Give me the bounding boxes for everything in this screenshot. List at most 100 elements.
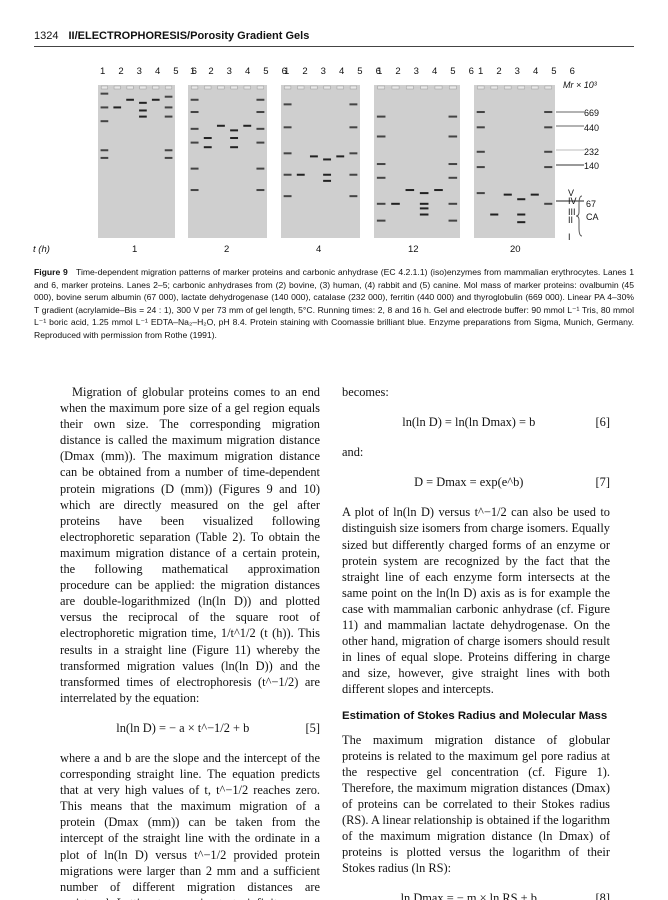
equation-number: [8]: [595, 891, 610, 900]
protein-band: [391, 202, 400, 205]
gel-well: [152, 85, 160, 90]
gel-well: [377, 85, 386, 90]
ca-label: CA: [586, 212, 599, 222]
lane-numbers: 1 2 3 4 5 6: [377, 66, 480, 77]
protein-band: [283, 152, 292, 155]
protein-band: [256, 141, 265, 144]
gel-well: [165, 85, 173, 90]
protein-band: [544, 166, 553, 169]
caption-text: Time-dependent migration patterns of mar…: [34, 267, 634, 340]
protein-band: [349, 173, 358, 176]
gel-well: [217, 85, 225, 90]
header-rule: [34, 46, 634, 47]
lane-numbers: 1 2 3 4 5 6: [190, 66, 293, 77]
protein-band: [203, 137, 212, 140]
lane-numbers: 1 2 3 4 5 6: [478, 66, 581, 77]
right-column: becomes: ln(ln D) = ln(ln Dmax) = b [6] a…: [342, 384, 610, 900]
mr-marker-label: 669: [584, 108, 600, 118]
protein-band: [544, 202, 553, 205]
figure-caption: Figure 9 Time-dependent migration patter…: [34, 266, 634, 342]
isoenzyme-label: II: [568, 215, 574, 225]
protein-band: [476, 166, 485, 169]
paragraph: becomes:: [342, 385, 389, 399]
protein-band: [164, 156, 173, 159]
gel-well: [449, 85, 457, 90]
section-heading: Estimation of Stokes Radius and Molecula…: [342, 709, 608, 722]
protein-band: [476, 126, 485, 129]
protein-band: [323, 158, 332, 161]
protein-band: [476, 150, 485, 153]
gel-panel: [474, 85, 555, 238]
protein-band: [544, 111, 553, 114]
protein-band: [100, 92, 109, 95]
protein-band: [230, 146, 239, 149]
protein-band: [517, 213, 526, 216]
time-axis-label: t (h): [33, 244, 50, 255]
paragraph: Migration of globular proteins comes to …: [60, 385, 320, 705]
gel-well: [434, 85, 443, 90]
paragraph: and:: [342, 445, 364, 460]
protein-band: [139, 101, 147, 104]
lane-numbers: 1 2 3 4 5 6: [284, 66, 387, 77]
equation-text: D = Dmax = exp(e^b): [414, 475, 524, 490]
protein-band: [126, 98, 134, 101]
protein-band: [203, 146, 212, 149]
equation-7: D = Dmax = exp(e^b) [7]: [342, 474, 610, 490]
protein-band: [434, 189, 443, 192]
protein-band: [376, 219, 386, 222]
ca-brace: [575, 195, 583, 237]
protein-band: [376, 202, 386, 205]
gel-well: [323, 85, 331, 90]
protein-band: [419, 213, 429, 216]
protein-band: [256, 167, 265, 170]
protein-band: [405, 189, 415, 192]
protein-band: [448, 219, 458, 222]
gel-well: [139, 85, 147, 90]
equation-6: ln(ln D) = ln(ln Dmax) = b [6]: [342, 414, 610, 430]
protein-band: [230, 129, 239, 132]
paragraph: The maximum migration distance of globul…: [342, 732, 610, 876]
paragraph: where a and b are the slope and the inte…: [60, 750, 320, 900]
gel-well: [336, 85, 344, 90]
protein-band: [517, 221, 526, 224]
gel-well: [100, 85, 108, 90]
protein-band: [476, 192, 485, 195]
protein-band: [419, 207, 429, 210]
isoenzyme-label: V: [568, 188, 575, 198]
protein-band: [256, 111, 265, 114]
gel-well: [531, 85, 539, 90]
protein-band: [419, 192, 429, 195]
equation-text: ln(ln D) = ln(ln Dmax) = b: [402, 415, 536, 430]
protein-band: [376, 135, 386, 138]
protein-band: [530, 193, 539, 196]
gel-well: [204, 85, 212, 90]
protein-band: [448, 115, 458, 118]
gel-panel: [281, 85, 360, 238]
gel-panel: [188, 85, 267, 238]
gel-well: [391, 85, 400, 90]
page-number: 1324: [34, 30, 59, 42]
protein-band: [283, 126, 292, 129]
protein-band: [309, 155, 318, 158]
gel-well: [230, 85, 238, 90]
mr-marker-label: 232: [584, 147, 600, 157]
caption-label: Figure 9: [34, 267, 68, 277]
protein-band: [448, 135, 458, 138]
protein-band: [476, 111, 485, 114]
protein-band: [216, 124, 225, 127]
protein-band: [349, 152, 358, 155]
protein-band: [323, 179, 332, 182]
protein-band: [151, 98, 160, 101]
protein-band: [230, 137, 239, 140]
gel-well: [490, 85, 498, 90]
protein-band: [139, 115, 147, 118]
protein-band: [190, 189, 199, 192]
gel-well: [191, 85, 199, 90]
equation-8: ln Dmax = − m × ln RS + b [8]: [342, 890, 610, 900]
gel-panel: [374, 85, 460, 238]
time-label: 12: [408, 244, 419, 255]
protein-band: [190, 167, 199, 170]
running-title: II/ELECTROPHORESIS/Porosity Gradient Gel…: [68, 30, 310, 42]
equation-5: ln(ln D) = − a × t^−1/2 + b [5]: [60, 720, 320, 736]
